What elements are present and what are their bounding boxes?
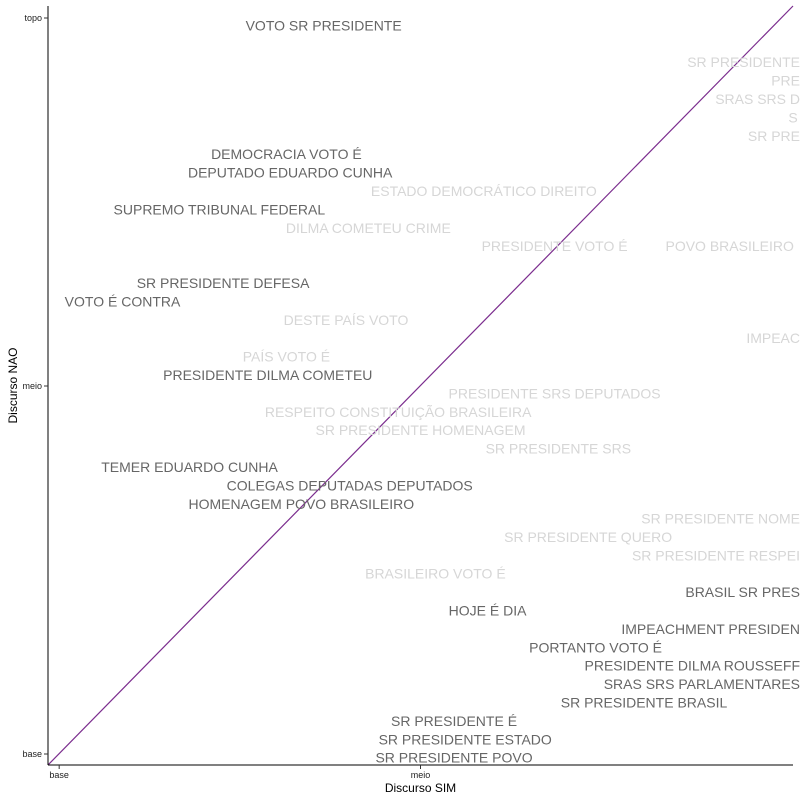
phrase-label: COLEGAS DEPUTADAS DEPUTADOS	[227, 477, 473, 493]
phrase-label: SR PRE	[748, 128, 800, 144]
phrase-label: PRESIDENTE DILMA COMETEU	[163, 367, 372, 383]
phrase-label: SR PRESIDENTE POVO	[375, 750, 532, 766]
phrase-label: DEPUTADO EDUARDO CUNHA	[188, 165, 393, 181]
phrase-label: PRESIDENTE VOTO É	[482, 238, 628, 254]
y-tick-label: base	[22, 749, 42, 759]
phrase-label: IMPEACHMENT PRESIDEN	[621, 621, 800, 637]
phrase-label: SR PRESIDENTE QUERO	[504, 529, 672, 545]
phrase-label: POVO BRASILEIRO	[665, 238, 793, 254]
y-tick-label: topo	[24, 13, 42, 23]
phrase-label: TEMER EDUARDO CUNHA	[101, 459, 278, 475]
phrase-label: BRASIL SR PRES	[685, 584, 800, 600]
phrase-label: HOJE É DIA	[449, 602, 527, 618]
plot-area: VOTO SR PRESIDENTE SR PRESIDENTE PRE SRAS S…	[22, 5, 800, 780]
phrase-label: HOMENAGEM POVO BRASILEIRO	[188, 496, 414, 512]
phrase-label: SR PRESIDENTE RESPEI	[632, 547, 800, 563]
phrase-label: SRAS SRS PARLAMENTARES	[604, 676, 800, 692]
phrase-label: SR PRESIDENTE NOME	[641, 510, 800, 526]
x-axis-ticks: base meio	[49, 765, 430, 780]
phrase-label: SR PRESIDENTE É	[391, 713, 517, 729]
y-axis-ticks: base meio topo	[22, 13, 48, 759]
x-axis-title: Discurso SIM	[385, 781, 456, 795]
phrase-label: SR PRESIDENTE SRS	[486, 441, 631, 457]
phrase-label: IMPEAC	[746, 330, 800, 346]
phrase-label: SR PRESIDENTE HOMENAGEM	[315, 422, 525, 438]
x-tick-label: meio	[411, 770, 431, 780]
phrase-label: PORTANTO VOTO É	[529, 639, 662, 655]
y-axis-title: Discurso NAO	[6, 347, 20, 423]
phrase-label: VOTO É CONTRA	[65, 293, 181, 309]
phrase-label: PRESIDENTE SRS DEPUTADOS	[449, 385, 661, 401]
phrase-labels: VOTO SR PRESIDENTE SR PRESIDENTE PRE SRAS S…	[65, 17, 800, 765]
phrase-label: DILMA COMETEU CRIME	[286, 220, 451, 236]
phrase-label: PRE	[771, 73, 800, 89]
phrase-label: SR PRESIDENTE	[687, 54, 800, 70]
phrase-label: ESTADO DEMOCRÁTICO DIREITO	[371, 183, 597, 199]
phrase-label: SR PRESIDENTE DEFESA	[137, 275, 310, 291]
phrase-label: RESPEITO CONSTITUIÇÃO BRASILEIRA	[265, 404, 532, 420]
phrase-label: DEMOCRACIA VOTO É	[211, 146, 362, 162]
phrase-label: BRASILEIRO VOTO É	[365, 566, 506, 582]
phrase-label: S	[788, 109, 797, 125]
phrase-label: DESTE PAÍS VOTO	[284, 312, 409, 328]
phrase-label: SR PRESIDENTE ESTADO	[379, 731, 552, 747]
y-tick-label: meio	[22, 381, 42, 391]
x-tick-label: base	[49, 770, 69, 780]
phrase-label: SRAS SRS D	[715, 91, 800, 107]
phrase-label: SR PRESIDENTE BRASIL	[561, 694, 728, 710]
phrase-label: VOTO SR PRESIDENTE	[246, 17, 402, 33]
phrase-label: PRESIDENTE DILMA ROUSSEFF	[585, 658, 800, 674]
phrase-label: SUPREMO TRIBUNAL FEDERAL	[114, 201, 326, 217]
reference-line	[47, 5, 794, 766]
phrase-label: PAÍS VOTO É	[243, 349, 330, 365]
